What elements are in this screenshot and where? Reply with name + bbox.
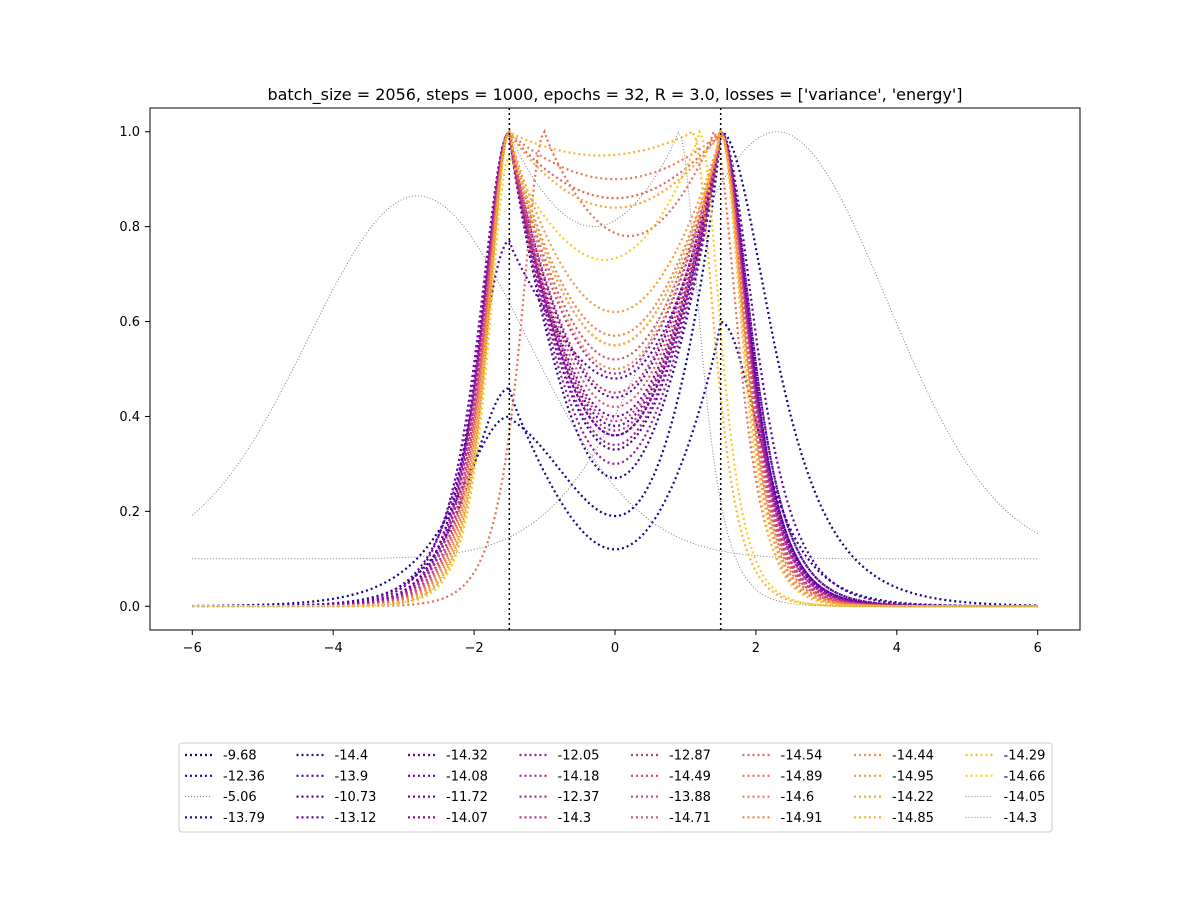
x-tick-label-1: −4 xyxy=(324,641,343,656)
legend-label-22: -14.6 xyxy=(781,790,815,805)
x-tick-label-0: −6 xyxy=(183,641,202,656)
series-line-1 xyxy=(192,319,1038,608)
y-tick-label-0: 0.0 xyxy=(119,600,140,615)
legend-label-27: -14.85 xyxy=(892,811,934,826)
x-tick-label-5: 4 xyxy=(893,641,901,656)
series-line-29 xyxy=(192,128,1038,608)
series-line-0 xyxy=(192,130,1038,608)
legend-label-24: -14.44 xyxy=(892,749,934,764)
legend-label-29: -14.66 xyxy=(1004,769,1046,784)
legend-label-3: -13.79 xyxy=(223,811,265,826)
y-tick-label-3: 0.6 xyxy=(119,315,140,330)
x-tick-label-2: −2 xyxy=(465,641,484,656)
legend-label-30: -14.05 xyxy=(1004,790,1046,805)
legend-label-19: -14.71 xyxy=(669,811,711,826)
legend-label-1: -12.36 xyxy=(223,769,265,784)
y-tick-label-4: 0.8 xyxy=(119,220,140,235)
legend-label-8: -14.32 xyxy=(446,749,488,764)
chart-title: batch_size = 2056, steps = 1000, epochs … xyxy=(267,85,962,105)
legend-label-25: -14.95 xyxy=(892,769,934,784)
x-tick-label-6: 6 xyxy=(1034,641,1042,656)
ticks-layer: −6 −4 −2 0 2 4 6 0.0 0.2 0.4 0.6 0.8 1.0 xyxy=(119,125,1042,656)
series-layer xyxy=(191,127,1038,608)
legend-box xyxy=(178,742,1053,833)
x-tick-label-3: 0 xyxy=(611,641,619,656)
legend-label-23: -14.91 xyxy=(781,811,823,826)
legend-label-18: -13.88 xyxy=(669,790,711,805)
legend-label-6: -10.73 xyxy=(335,790,377,805)
legend-label-14: -12.37 xyxy=(558,790,600,805)
legend-label-10: -11.72 xyxy=(446,790,488,805)
legend: -9.68 -12.36 -5.06 -13.79 -14.4 -13.9 -10.73 -1… xyxy=(178,742,1053,833)
series-line-2 xyxy=(191,195,1038,560)
legend-label-0: -9.68 xyxy=(223,749,257,764)
legend-label-11: -14.07 xyxy=(446,811,488,826)
legend-label-28: -14.29 xyxy=(1004,749,1046,764)
legend-label-9: -14.08 xyxy=(446,769,488,784)
legend-label-31: -14.3 xyxy=(1004,811,1038,826)
y-tick-label-1: 0.2 xyxy=(119,505,140,520)
legend-label-21: -14.89 xyxy=(781,769,823,784)
legend-label-5: -13.9 xyxy=(335,769,369,784)
legend-label-16: -12.87 xyxy=(669,749,711,764)
series-line-30 xyxy=(192,131,1038,560)
legend-label-2: -5.06 xyxy=(223,790,257,805)
x-tick-label-4: 2 xyxy=(752,641,760,656)
series-line-31 xyxy=(192,130,1038,607)
vline-layer xyxy=(508,108,722,630)
y-tick-label-2: 0.4 xyxy=(119,410,140,425)
y-tick-label-5: 1.0 xyxy=(119,125,140,140)
legend-label-15: -14.3 xyxy=(558,811,592,826)
legend-label-26: -14.22 xyxy=(892,790,934,805)
legend-label-13: -14.18 xyxy=(558,769,600,784)
legend-label-7: -13.12 xyxy=(335,811,377,826)
series-line-24 xyxy=(192,128,1038,608)
legend-label-20: -14.54 xyxy=(781,749,823,764)
legend-label-12: -12.05 xyxy=(558,749,600,764)
legend-label-4: -14.4 xyxy=(335,749,369,764)
legend-label-17: -14.49 xyxy=(669,769,711,784)
